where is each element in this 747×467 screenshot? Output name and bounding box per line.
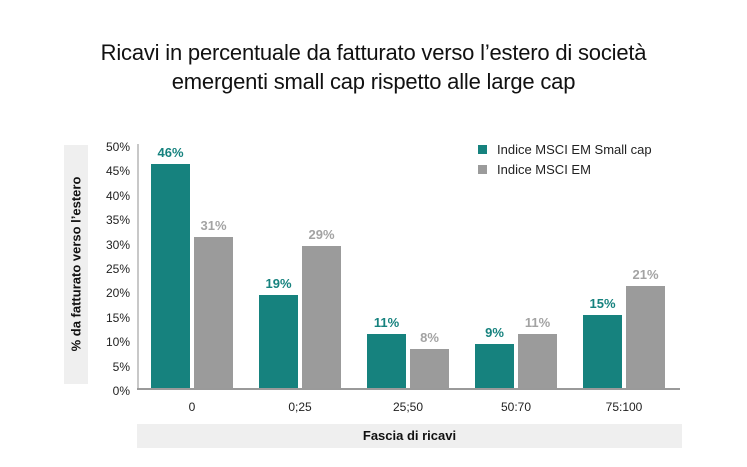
y-tick-label: 35% [105, 213, 130, 228]
y-axis-line [137, 144, 139, 389]
y-tick-label: 20% [105, 286, 130, 301]
bar-small-cap [367, 334, 406, 388]
legend-label: Indice MSCI EM Small cap [497, 141, 652, 157]
bar-msci-em [410, 348, 449, 388]
chart-title-line2: emergenti small cap rispetto alle large … [171, 69, 576, 94]
bar-value-label: 9% [485, 325, 504, 341]
bar-value-label: 21% [632, 266, 659, 282]
bar-small-cap [583, 314, 622, 388]
y-axis-label: % da fatturato verso l’estero [68, 176, 84, 352]
bar-value-label: 8% [420, 329, 439, 345]
y-tick-label: 25% [105, 262, 130, 276]
x-axis-line [137, 388, 680, 390]
y-tick-label: 40% [105, 188, 130, 203]
x-tick-label: 50:70 [500, 400, 532, 414]
legend-swatch-teal-icon [478, 144, 487, 154]
x-tick-label: 0;25 [288, 400, 312, 414]
y-tick-label: 15% [105, 310, 130, 325]
y-tick-label: 0% [112, 384, 130, 398]
legend-item-msci-em: Indice MSCI EM [478, 159, 652, 179]
legend: Indice MSCI EM Small cap Indice MSCI EM [478, 139, 652, 179]
chart-title: Ricavi in percentuale da fatturato verso… [0, 38, 747, 96]
bar-value-label: 31% [200, 217, 227, 233]
bar-value-label: 15% [589, 295, 616, 311]
legend-label: Indice MSCI EM [497, 161, 591, 177]
bar-small-cap [151, 163, 190, 388]
bar-value-label: 19% [265, 276, 292, 292]
y-tick-label: 5% [112, 359, 130, 374]
y-tick-label: 10% [105, 335, 130, 350]
bar-value-label: 29% [308, 227, 335, 243]
x-tick-label: 75:100 [605, 400, 643, 414]
bar-small-cap [259, 295, 298, 388]
bar-value-label: 11% [524, 315, 551, 331]
bar-msci-em [626, 285, 665, 388]
y-tick-label: 50% [105, 140, 130, 154]
bar-small-cap [475, 344, 514, 388]
legend-item-small-cap: Indice MSCI EM Small cap [478, 139, 652, 159]
x-tick-label: 0 [188, 400, 196, 414]
y-tick-label: 45% [105, 164, 130, 179]
x-axis-label: Fascia di ricavi [137, 424, 682, 448]
bar-value-label: 46% [157, 144, 184, 160]
bar-value-label: 11% [373, 315, 400, 331]
y-tick-label: 30% [105, 237, 130, 252]
bar-msci-em [518, 334, 557, 388]
x-tick-label: 25;50 [392, 400, 424, 414]
bar-msci-em [302, 246, 341, 388]
bar-msci-em [194, 236, 233, 388]
legend-swatch-grey-icon [478, 164, 487, 174]
chart-title-line1: Ricavi in percentuale da fatturato verso… [100, 40, 647, 65]
y-axis-label-background [64, 145, 88, 384]
